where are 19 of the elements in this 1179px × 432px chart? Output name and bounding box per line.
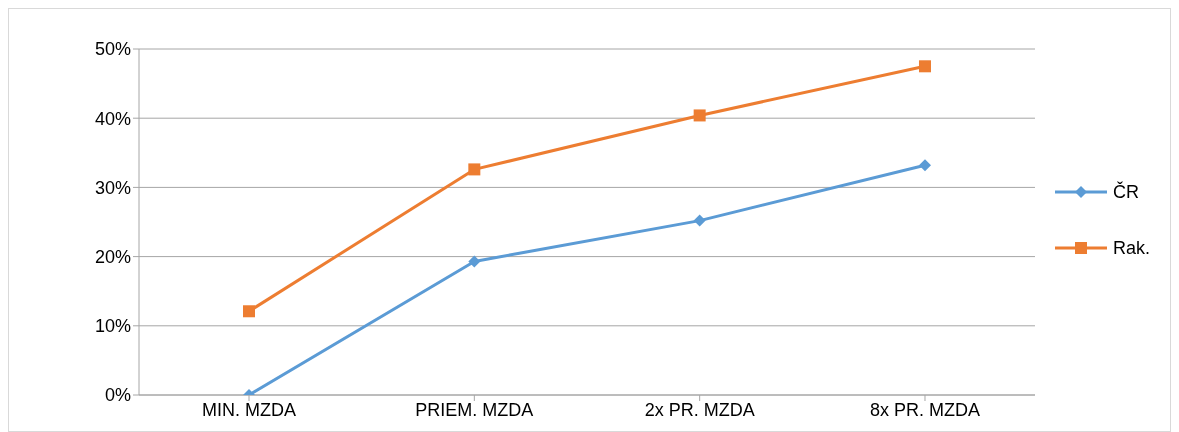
y-tick-label: 50%	[94, 39, 131, 60]
y-tick-label: 20%	[94, 246, 131, 267]
point	[693, 109, 706, 122]
point	[918, 159, 931, 172]
y-tick-label: 30%	[94, 177, 131, 198]
point	[243, 305, 255, 318]
point	[468, 255, 481, 268]
y-tick-label: 40%	[94, 108, 131, 129]
point	[468, 163, 481, 176]
legend-label: Rak.	[1112, 237, 1150, 259]
y-tick-label: 10%	[94, 316, 131, 337]
point	[918, 60, 931, 73]
x-tick-label: PRIEM. MZDA	[415, 399, 534, 420]
x-tick-label: MIN. MZDA	[202, 399, 296, 420]
point	[693, 214, 706, 227]
x-tick-label: 2x PR. MZDA	[644, 399, 755, 420]
y-tick-label: 0%	[104, 385, 131, 406]
x-tick-label: 8x PR. MZDA	[869, 399, 980, 420]
legend-label: ČR	[1112, 181, 1139, 203]
